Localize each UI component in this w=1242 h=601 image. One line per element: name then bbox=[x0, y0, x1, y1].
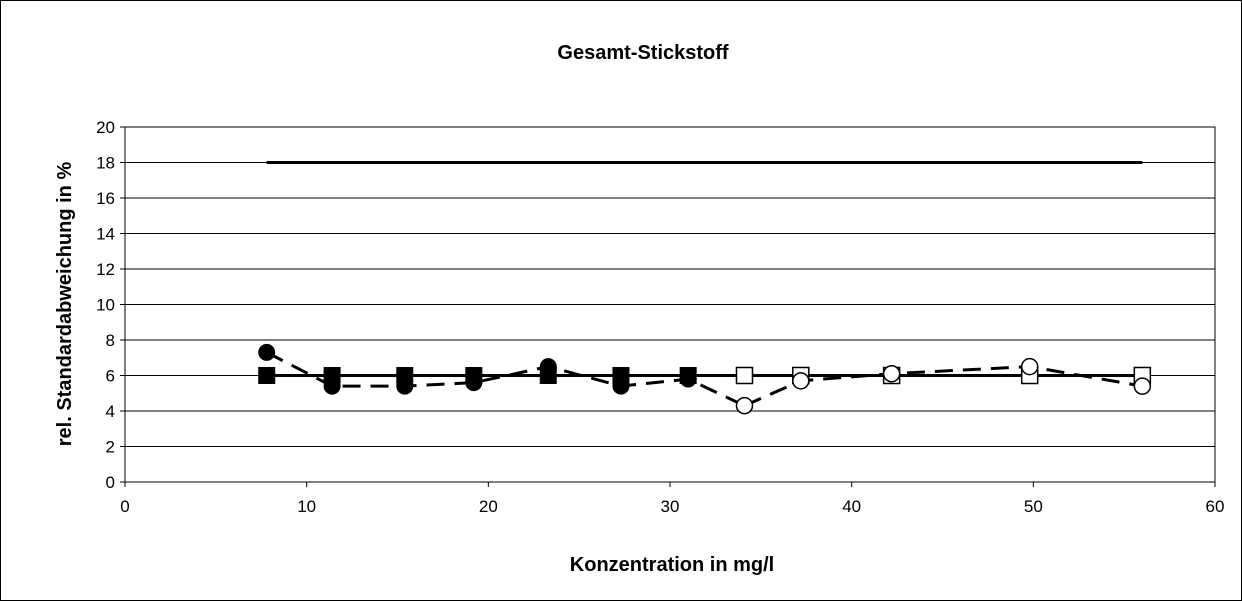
y-axis-label: rel. Standardabweichung in % bbox=[54, 162, 76, 447]
data-point bbox=[735, 396, 754, 415]
y-tick-label: 2 bbox=[106, 438, 115, 457]
series-line bbox=[266, 351, 746, 408]
data-point bbox=[258, 343, 276, 361]
axes: 0 2 4 6 8 10 12 14 16 18 20 0 10 20 30 40 50 60 bbox=[96, 118, 1224, 516]
data-point bbox=[1133, 377, 1152, 395]
y-tick-label: 10 bbox=[96, 296, 115, 315]
x-tick-label: 10 bbox=[297, 497, 316, 516]
x-tick-label: 50 bbox=[1024, 497, 1043, 516]
data-point bbox=[258, 367, 276, 384]
y-tick-label: 12 bbox=[96, 260, 115, 279]
y-tick-label: 14 bbox=[96, 225, 115, 244]
y-tick-label: 18 bbox=[96, 154, 115, 173]
x-tick-label: 40 bbox=[842, 497, 861, 516]
data-point bbox=[539, 358, 557, 376]
y-tick-label: 0 bbox=[106, 473, 115, 492]
data-point bbox=[735, 366, 754, 385]
x-tick-label: 30 bbox=[661, 497, 680, 516]
data-point bbox=[323, 377, 341, 395]
x-tick-label: 0 bbox=[120, 497, 129, 516]
x-tick-label: 20 bbox=[479, 497, 498, 516]
y-tick-label: 20 bbox=[96, 118, 115, 137]
y-tick-label: 8 bbox=[106, 331, 115, 350]
series-3 bbox=[258, 343, 753, 415]
data-point bbox=[1020, 357, 1039, 376]
chart-title: Gesamt-Stickstoff bbox=[557, 42, 728, 64]
data-point bbox=[612, 377, 630, 395]
data-point bbox=[792, 372, 810, 390]
y-tick-label: 6 bbox=[106, 367, 115, 386]
data-point bbox=[882, 364, 901, 383]
series-4 bbox=[735, 357, 1152, 415]
y-tick-label: 16 bbox=[96, 189, 115, 208]
series-layer bbox=[258, 161, 1152, 415]
data-point bbox=[465, 374, 483, 392]
data-point bbox=[679, 370, 697, 388]
y-tick-label: 4 bbox=[106, 402, 115, 421]
x-tick-label: 60 bbox=[1206, 497, 1225, 516]
data-point bbox=[396, 377, 414, 395]
x-axis-label: Konzentration in mg/l bbox=[570, 554, 774, 576]
